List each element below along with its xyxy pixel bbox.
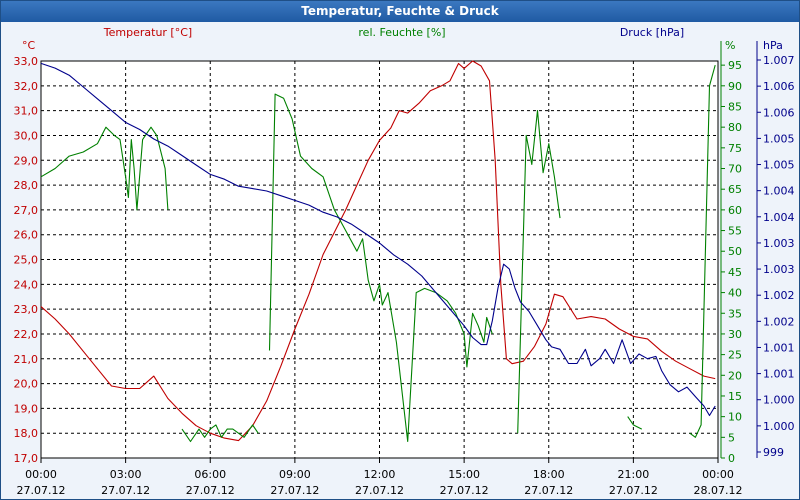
humidity-tick-label: 10 [728,411,742,424]
x-tick-time-label: 18:00 [533,468,565,481]
humidity-series-line [627,416,643,430]
x-tick-time-label: 06:00 [194,468,226,481]
pressure-tick-label: 1.006 [763,80,795,93]
humidity-tick-label: 35 [728,307,742,320]
temperature-tick-label: 21,0 [14,353,39,366]
humidity-tick-label: 0 [728,452,735,465]
humidity-tick-label: 15 [728,390,742,403]
temperature-tick-label: 20,0 [14,378,39,391]
temperature-unit-label: °C [22,39,36,52]
x-tick-date-label: 27.07.12 [440,484,489,497]
pressure-tick-label: 1.004 [763,211,795,224]
pressure-tick-label: 1.005 [763,132,795,145]
humidity-series-line [268,93,493,443]
pressure-tick-label: 1.003 [763,237,795,250]
temperature-tick-label: 31,0 [14,105,39,118]
humidity-tick-label: 25 [728,349,742,362]
humidity-tick-label: 65 [728,183,742,196]
temperature-tick-label: 28,0 [14,179,39,192]
humidity-tick-label: 95 [728,59,742,72]
temperature-tick-label: 24,0 [14,278,39,291]
pressure-tick-label: 999 [763,446,784,459]
x-tick-date-label: 27.07.12 [355,484,404,497]
pressure-tick-label: 1.002 [763,289,795,302]
x-tick-time-label: 00:00 [702,468,734,481]
humidity-tick-label: 50 [728,245,742,258]
humidity-series-line [181,424,259,443]
temperature-tick-label: 30,0 [14,129,39,142]
humidity-tick-label: 55 [728,225,742,238]
x-tick-time-label: 12:00 [364,468,396,481]
x-tick-time-label: 21:00 [618,468,650,481]
temperature-tick-label: 18,0 [14,427,39,440]
humidity-tick-label: 75 [728,142,742,155]
x-tick-date-label: 27.07.12 [186,484,235,497]
temperature-tick-label: 32,0 [14,80,39,93]
pressure-unit-label: hPa [763,39,783,52]
x-tick-date-label: 27.07.12 [101,484,150,497]
x-tick-date-label: 27.07.12 [524,484,573,497]
x-tick-date-label: 28.07.12 [694,484,743,497]
pressure-tick-label: 1.000 [763,420,795,433]
x-tick-time-label: 15:00 [448,468,480,481]
temperature-tick-label: 17,0 [14,452,39,465]
temperature-tick-label: 29,0 [14,154,39,167]
temperature-tick-label: 25,0 [14,254,39,267]
humidity-tick-label: 40 [728,287,742,300]
x-tick-date-label: 27.07.12 [609,484,658,497]
humidity-series-line [689,64,716,438]
pressure-tick-label: 1.000 [763,394,795,407]
humidity-tick-label: 70 [728,163,742,176]
humidity-series-line [40,126,169,211]
chart-title: Temperatur, Feuchte & Druck [1,1,799,22]
humidity-legend-label: rel. Feuchte [%] [358,26,445,39]
humidity-tick-label: 30 [728,328,742,341]
pressure-tick-label: 1.005 [763,159,795,172]
humidity-tick-label: 5 [728,431,735,444]
temperature-tick-label: 33,0 [14,55,39,68]
temperature-tick-label: 22,0 [14,328,39,341]
x-tick-time-label: 09:00 [279,468,311,481]
humidity-unit-label: % [725,39,735,52]
x-tick-time-label: 03:00 [110,468,142,481]
x-tick-date-label: 27.07.12 [17,484,66,497]
pressure-tick-label: 1.006 [763,106,795,119]
humidity-series-line [517,110,561,434]
humidity-tick-label: 80 [728,121,742,134]
temperature-tick-label: 27,0 [14,204,39,217]
temperature-tick-label: 23,0 [14,303,39,316]
pressure-tick-label: 1.001 [763,341,795,354]
temperature-legend-label: Temperatur [°C] [103,26,192,39]
pressure-series-line [40,62,716,417]
x-tick-time-label: 00:00 [25,468,57,481]
temperature-tick-label: 26,0 [14,229,39,242]
humidity-tick-label: 60 [728,204,742,217]
pressure-tick-label: 1.002 [763,315,795,328]
pressure-tick-label: 1.001 [763,368,795,381]
temperature-tick-label: 19,0 [14,402,39,415]
humidity-tick-label: 90 [728,80,742,93]
pressure-tick-label: 1.004 [763,185,795,198]
humidity-tick-label: 20 [728,369,742,382]
humidity-tick-label: 45 [728,266,742,279]
x-tick-date-label: 27.07.12 [270,484,319,497]
temperature-series-line [40,60,716,442]
pressure-tick-label: 1.003 [763,263,795,276]
pressure-tick-label: 1.007 [763,54,795,67]
pressure-legend-label: Druck [hPa] [620,26,684,39]
humidity-tick-label: 85 [728,100,742,113]
